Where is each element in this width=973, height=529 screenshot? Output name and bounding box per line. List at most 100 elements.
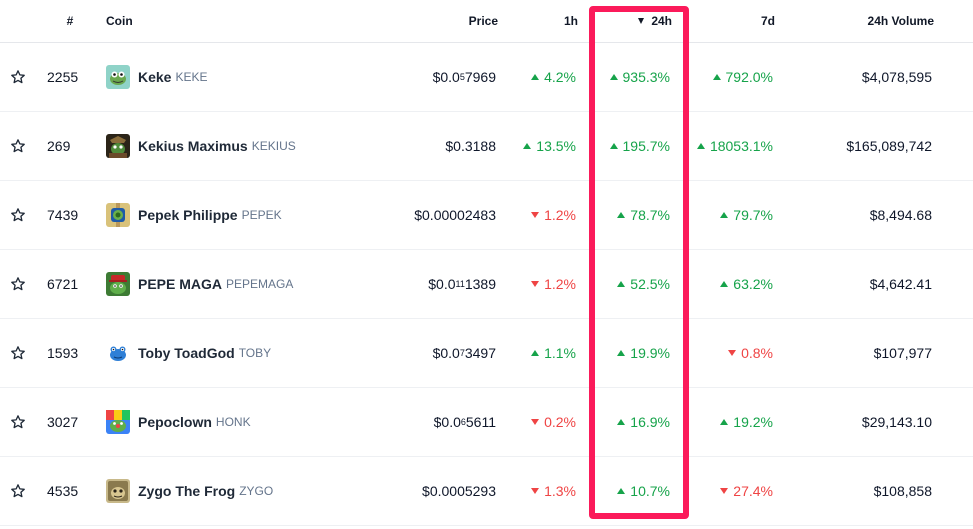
change-7d-value: 792.0%: [725, 69, 773, 85]
coin-cell[interactable]: Toby ToadGod TOBY: [106, 319, 406, 387]
price-digits: 3497: [464, 345, 496, 361]
change-7d: 18053.1%: [680, 112, 773, 180]
price-header[interactable]: Price: [468, 14, 498, 28]
coin-header[interactable]: Coin: [106, 14, 133, 28]
coin-cell[interactable]: Pepek Philippe PEPEK: [106, 181, 406, 249]
change-24h: 78.7%: [590, 181, 670, 249]
price-zero-count: 11: [455, 279, 465, 289]
change-7d-value: 79.7%: [733, 207, 773, 223]
caret-up-icon: [609, 143, 618, 149]
coin-name[interactable]: PEPE MAGA: [138, 276, 223, 292]
caret-down-icon: [531, 281, 540, 287]
favorite-star-icon[interactable]: [9, 43, 27, 111]
rank-header[interactable]: #: [66, 14, 74, 28]
change-1h: 4.2%: [500, 43, 576, 111]
favorite-star-icon[interactable]: [9, 388, 27, 456]
change-24h-value: 78.7%: [630, 207, 670, 223]
caret-up-icon: [523, 143, 532, 149]
change-24h: 52.5%: [590, 250, 670, 318]
favorite-star-icon[interactable]: [9, 250, 27, 318]
coin-name[interactable]: Toby ToadGod: [138, 345, 235, 361]
rank-cell: 6721: [47, 276, 79, 292]
table-row[interactable]: 4535 Zygo The Frog ZYGO $0.0005293 1.3% …: [0, 457, 973, 526]
coin-cell[interactable]: Pepoclown HONK: [106, 388, 406, 456]
change-24h: 19.9%: [590, 319, 670, 387]
price-digits: 7969: [464, 69, 496, 85]
24h-header[interactable]: 24h: [600, 0, 672, 42]
table-row[interactable]: 269 Kekius Maximus KEKIUS $0.3188 13.5% …: [0, 112, 973, 181]
change-1h-value: 13.5%: [536, 138, 576, 154]
change-1h-value: 1.1%: [544, 345, 576, 361]
change-1h: 1.2%: [500, 181, 576, 249]
rank-cell: 4535: [47, 483, 79, 499]
price-zero-count: 7: [459, 348, 465, 358]
favorite-star-icon[interactable]: [9, 319, 27, 387]
price-value: $0.0: [428, 276, 456, 292]
price-value: $0.0: [432, 345, 460, 361]
change-24h: 10.7%: [590, 457, 670, 525]
caret-up-icon: [617, 350, 626, 356]
caret-up-icon: [617, 212, 626, 218]
volume-cell: $8,494.68: [869, 207, 932, 223]
caret-up-icon: [696, 143, 705, 149]
1h-header[interactable]: 1h: [563, 14, 578, 28]
price-value: $0.00002483: [414, 207, 496, 223]
coin-cell[interactable]: PEPE MAGA PEPEMAGA: [106, 250, 406, 318]
table-row[interactable]: 2255 Keke KEKE $0.0 5 7969 4.2% 935.3% 792…: [0, 43, 973, 112]
sort-desc-icon: [638, 18, 645, 24]
coin-name[interactable]: Pepek Philippe: [138, 207, 238, 223]
favorite-star-icon[interactable]: [9, 181, 27, 249]
volume-cell: $29,143.10: [861, 414, 932, 430]
coin-symbol: KEKE: [175, 70, 208, 84]
change-24h-value: 195.7%: [622, 138, 670, 154]
change-7d: 63.2%: [680, 250, 773, 318]
price-value: $0.0005293: [422, 483, 496, 499]
pepe-maga-icon: [106, 272, 130, 296]
table-row[interactable]: 6721 PEPE MAGA PEPEMAGA $0.0 11 1389 1.2% …: [0, 250, 973, 319]
change-1h: 1.3%: [500, 457, 576, 525]
coin-cell[interactable]: Zygo The Frog ZYGO: [106, 457, 406, 525]
caret-up-icon: [531, 350, 540, 356]
caret-up-icon: [617, 281, 626, 287]
volume-header[interactable]: 24h Volume: [867, 14, 934, 28]
caret-up-icon: [720, 212, 729, 218]
price-cell: $0.0 6 5611: [360, 388, 496, 456]
change-1h: 1.2%: [500, 250, 576, 318]
change-7d: 792.0%: [680, 43, 773, 111]
7d-header[interactable]: 7d: [760, 14, 775, 28]
coin-name[interactable]: Pepoclown: [138, 414, 212, 430]
change-1h-value: 0.2%: [544, 414, 576, 430]
table-row[interactable]: 3027 Pepoclown HONK $0.0 6 5611 0.2% 16.9%…: [0, 388, 973, 457]
caret-up-icon: [617, 419, 626, 425]
volume-cell: $108,858: [873, 483, 932, 499]
favorite-star-icon[interactable]: [9, 457, 27, 525]
coin-symbol: KEKIUS: [251, 139, 296, 153]
table-row[interactable]: 7439 Pepek Philippe PEPEK $0.00002483 1.…: [0, 181, 973, 250]
rank-cell: 3027: [47, 414, 79, 430]
change-1h-value: 1.2%: [544, 207, 576, 223]
change-24h-value: 935.3%: [622, 69, 670, 85]
zygo-frog-icon: [106, 479, 130, 503]
coin-name[interactable]: Kekius Maximus: [138, 138, 248, 154]
price-digits: 1389: [464, 276, 496, 292]
rank-cell: 2255: [47, 69, 79, 85]
caret-up-icon: [720, 419, 729, 425]
favorite-star-icon[interactable]: [9, 112, 27, 180]
rank-cell: 269: [47, 138, 71, 154]
coin-name[interactable]: Keke: [138, 69, 172, 85]
volume-cell: $4,078,595: [861, 69, 932, 85]
change-1h-value: 1.3%: [544, 483, 576, 499]
coin-cell[interactable]: Keke KEKE: [106, 43, 406, 111]
change-24h-value: 10.7%: [630, 483, 670, 499]
price-value: $0.0: [433, 414, 461, 430]
caret-down-icon: [531, 488, 540, 494]
price-value: $0.3188: [445, 138, 496, 154]
coin-name[interactable]: Zygo The Frog: [138, 483, 236, 499]
keke-frog-icon: [106, 65, 130, 89]
caret-up-icon: [720, 281, 729, 287]
price-cell: $0.0 7 3497: [360, 319, 496, 387]
table-row[interactable]: 1593 Toby ToadGod TOBY $0.0 7 3497 1.1% 19…: [0, 319, 973, 388]
price-cell: $0.0 5 7969: [360, 43, 496, 111]
coin-cell[interactable]: Kekius Maximus KEKIUS: [106, 112, 406, 180]
change-7d-value: 19.2%: [733, 414, 773, 430]
